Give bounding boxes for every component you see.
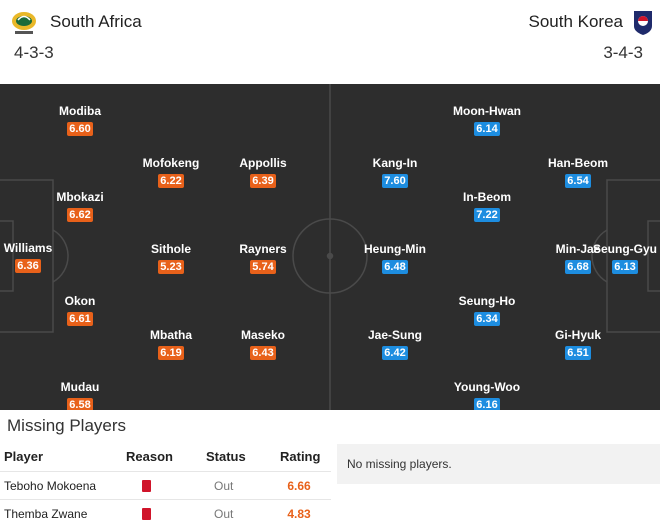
missing-player-name[interactable]: Themba Zwane [4, 507, 88, 521]
away-player-defender[interactable]: Min-Jae 6.68 [538, 242, 618, 275]
away-player-forward[interactable]: Heung-Min 6.48 [355, 242, 435, 275]
player-rating: 6.54 [565, 174, 591, 188]
player-rating: 6.62 [67, 208, 93, 222]
player-rating: 6.60 [67, 122, 93, 136]
home-player-defender[interactable]: Mbokazi 6.62 [40, 190, 120, 223]
pitch: Williams 6.36 Modiba 6.60 Mbokazi 6.62 O… [0, 84, 660, 410]
missing-status: Out [214, 507, 234, 521]
player-rating: 6.13 [612, 260, 638, 274]
player-rating: 7.60 [382, 174, 408, 188]
player-name: Maseko [240, 328, 286, 342]
player-rating: 6.14 [474, 122, 500, 136]
away-player-defender[interactable]: Gi-Hyuk 6.51 [538, 328, 618, 361]
player-rating: 6.58 [67, 398, 93, 410]
player-name: Seung-Ho [458, 294, 516, 308]
player-name: Seung-Gyu [592, 242, 657, 256]
home-player-midfielder[interactable]: Mofokeng 6.22 [131, 156, 211, 189]
player-rating: 6.16 [474, 398, 500, 410]
player-rating: 6.36 [15, 259, 41, 273]
match-header: South Africa 4-3-3 South Korea 3-4-3 [0, 0, 665, 82]
player-rating: 5.74 [250, 260, 276, 274]
player-name: Appollis [239, 156, 287, 170]
home-formation: 4-3-3 [14, 43, 54, 62]
header-reason: Reason [126, 449, 173, 464]
away-player-goalkeeper[interactable]: Seung-Gyu 6.13 [585, 242, 660, 275]
player-rating: 6.48 [382, 260, 408, 274]
away-player-midfielder[interactable]: Moon-Hwan 6.14 [447, 104, 527, 137]
player-name: Williams [3, 241, 53, 255]
player-name: Mofokeng [142, 156, 200, 170]
home-player-defender[interactable]: Modiba 6.60 [40, 104, 120, 137]
away-player-forward[interactable]: Kang-In 7.60 [355, 156, 435, 189]
home-player-midfielder[interactable]: Sithole 5.23 [131, 242, 211, 275]
player-rating: 6.22 [158, 174, 184, 188]
player-rating: 6.19 [158, 346, 184, 360]
player-name: Rayners [239, 242, 287, 256]
missing-status: Out [214, 479, 234, 493]
player-name: Mbatha [150, 328, 192, 342]
player-name: Jae-Sung [367, 328, 422, 342]
missing-players-title: Missing Players [7, 416, 127, 435]
missing-rating: 4.83 [287, 507, 311, 521]
away-player-midfielder[interactable]: In-Beom 7.22 [447, 190, 527, 223]
table-row[interactable]: Themba Zwane Out 4.83 [0, 500, 331, 527]
player-name: Okon [64, 294, 96, 308]
home-player-defender[interactable]: Mudau 6.58 [40, 380, 120, 410]
away-formation: 3-4-3 [603, 43, 643, 62]
missing-rating: 6.66 [287, 479, 311, 493]
red-card-icon [142, 480, 151, 492]
player-rating: 6.39 [250, 174, 276, 188]
away-player-forward[interactable]: Jae-Sung 6.42 [355, 328, 435, 361]
player-name: In-Beom [463, 190, 511, 204]
home-player-midfielder[interactable]: Mbatha 6.19 [131, 328, 211, 361]
player-rating: 7.22 [474, 208, 500, 222]
table-header: Player Reason Status Rating [0, 443, 331, 472]
player-name: Mbokazi [56, 190, 104, 204]
red-card-icon [142, 508, 151, 520]
header-status: Status [206, 449, 246, 464]
table-row[interactable]: Teboho Mokoena Out 6.66 [0, 472, 331, 500]
south-africa-crest-icon [12, 12, 36, 34]
home-player-defender[interactable]: Okon 6.61 [40, 294, 120, 327]
player-name: Sithole [150, 242, 191, 256]
home-missing-table: Player Reason Status Rating Teboho Mokoe… [0, 443, 331, 527]
player-rating: 5.23 [158, 260, 184, 274]
home-player-goalkeeper[interactable]: Williams 6.36 [0, 241, 68, 274]
korea-crest-icon [634, 11, 652, 35]
home-player-forward[interactable]: Rayners 5.74 [223, 242, 303, 275]
header-player: Player [4, 449, 44, 464]
player-name: Gi-Hyuk [554, 328, 601, 342]
away-team-name[interactable]: South Korea [528, 12, 623, 31]
player-name: Min-Jae [555, 242, 601, 256]
pitch-markings [0, 84, 660, 410]
player-rating: 6.68 [565, 260, 591, 274]
player-rating: 6.43 [250, 346, 276, 360]
away-player-midfielder[interactable]: Seung-Ho 6.34 [447, 294, 527, 327]
player-name: Han-Beom [547, 156, 608, 170]
player-rating: 6.61 [67, 312, 93, 326]
home-player-forward[interactable]: Appollis 6.39 [223, 156, 303, 189]
home-team-name[interactable]: South Africa [50, 12, 142, 31]
player-name: Moon-Hwan [453, 104, 521, 118]
player-name: Young-Woo [453, 380, 521, 394]
away-player-defender[interactable]: Han-Beom 6.54 [538, 156, 618, 189]
home-player-forward[interactable]: Maseko 6.43 [223, 328, 303, 361]
player-name: Kang-In [372, 156, 418, 170]
player-rating: 6.51 [565, 346, 591, 360]
player-name: Modiba [59, 104, 101, 118]
away-player-midfielder[interactable]: Young-Woo 6.16 [447, 380, 527, 410]
player-rating: 6.34 [474, 312, 500, 326]
player-name: Heung-Min [364, 242, 426, 256]
missing-player-name[interactable]: Teboho Mokoena [4, 479, 97, 493]
away-missing-message: No missing players. [337, 444, 660, 484]
header-rating: Rating [280, 449, 321, 464]
player-name: Mudau [60, 380, 100, 394]
player-rating: 6.42 [382, 346, 408, 360]
